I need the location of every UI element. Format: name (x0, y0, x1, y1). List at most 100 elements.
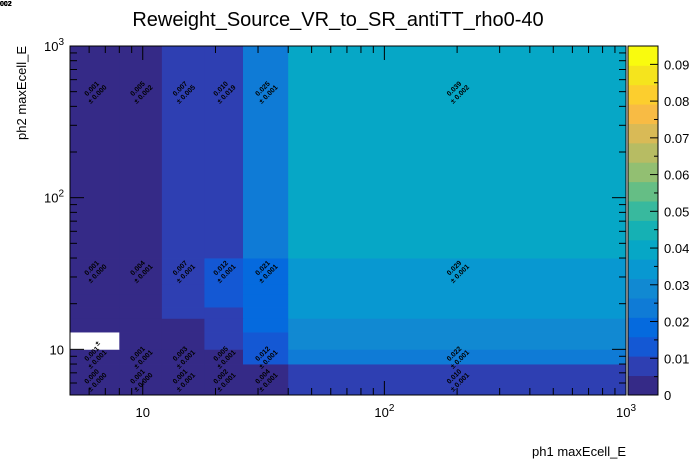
colorbar-segment (628, 375, 658, 396)
cell-error-label: ± (94, 340, 102, 348)
heatmap-cell (288, 349, 627, 365)
cell-error-label: ± 0.002 (0, 1, 12, 8)
heatmap-cell-labels: 0.000± 0.000 0.001± 0.000 0.001± 0.001 0.00… (0, 1, 471, 393)
heatmap-cell (204, 349, 244, 365)
heatmap-cell (161, 46, 205, 259)
heatmap-cell (70, 294, 120, 308)
colorbar-segment (628, 201, 658, 221)
heatmap-cell (119, 349, 163, 365)
cell-label: 0.053± 0.002 (0, 1, 12, 8)
heatmap-cell (204, 46, 244, 259)
x-axis: 10 102 103 (69, 46, 636, 420)
cell-error-label: ± 0.002 (0, 1, 12, 8)
cell-error-label: ± 0.002 (0, 1, 12, 8)
colorbar-segment (628, 46, 658, 66)
heatmap-cell (288, 294, 627, 308)
heatmap-cell (288, 283, 627, 295)
heatmap-cell (161, 283, 205, 295)
heatmap-cell (243, 307, 289, 319)
heatmap-cells (70, 46, 627, 396)
heatmap-cell (243, 46, 289, 259)
cell-error-label: ± 0.002 (0, 1, 12, 8)
x-tick-label: 103 (616, 403, 636, 420)
colorbar-segment (628, 104, 658, 124)
heatmap-cell (243, 364, 289, 396)
heatmap-cell (119, 318, 163, 333)
colorbar-segment (628, 336, 658, 357)
colorbar-tick-label: 0.01 (664, 351, 689, 366)
heatmap-cell (161, 349, 205, 365)
colorbar-segment (628, 181, 658, 202)
heatmap-cell (288, 332, 627, 350)
heatmap-cell (288, 258, 627, 285)
heatmap-cell (204, 364, 244, 396)
heatmap-cell (243, 283, 289, 295)
cell-label: 0.081± 0.002 (0, 1, 12, 8)
colorbar-segment (628, 123, 658, 144)
heatmap-cell (119, 258, 163, 285)
heatmap-cell (70, 283, 120, 295)
y-tick-label: 10 (50, 342, 64, 357)
heatmap-cell (70, 349, 120, 365)
colorbar-frame (627, 45, 659, 396)
heatmap-cell (119, 364, 163, 396)
heatmap-cell (119, 46, 163, 259)
cell-error-label: ± 0.002 (0, 1, 12, 8)
heatmap-cell (70, 332, 120, 350)
heatmap-cell (161, 294, 205, 308)
heatmap-cell (70, 307, 120, 319)
cell-label: 0.091± 0.002 (0, 1, 12, 8)
heatmap-cell (70, 364, 120, 396)
colorbar-segment (628, 142, 658, 163)
chart-title: Reweight_Source_VR_to_SR_antiTT_rho0-40 (132, 9, 543, 31)
cell-label: 0.058± 0.002 (0, 1, 12, 8)
colorbar-segment (628, 65, 658, 86)
heatmap-cell (119, 332, 163, 350)
heatmap-cell (70, 258, 120, 285)
heatmap-cell (243, 349, 289, 365)
colorbar-tick-label: 0.05 (664, 204, 689, 219)
x-axis-title: ph1 maxEcell_E (532, 444, 626, 459)
heatmap-cell (204, 258, 244, 285)
heatmap-cell (119, 307, 163, 319)
colorbar-segment (628, 317, 658, 338)
heatmap-cell (204, 318, 244, 333)
plot-frame (69, 45, 627, 396)
heatmap-cell (204, 294, 244, 308)
colorbar-segment (628, 239, 658, 260)
colorbar-segment (628, 84, 658, 105)
cell-label: 0.079± 0.002 (0, 1, 12, 8)
colorbar-tick-label: 0.08 (664, 94, 689, 109)
heatmap-cell (119, 294, 163, 308)
colorbar-tick-label: 0.03 (664, 278, 689, 293)
cell-label: ± (94, 340, 102, 348)
colorbar-segment (628, 278, 658, 299)
heatmap-cell (119, 283, 163, 295)
heatmap-cell (288, 46, 627, 259)
colorbar-tick-label: 0.04 (664, 241, 689, 256)
y-axis-title: ph2 maxEcell_E (14, 46, 29, 140)
x-tick-label: 10 (136, 405, 150, 420)
heatmap-cell (161, 307, 205, 319)
colorbar-segment (628, 220, 658, 241)
colorbar-tick-label: 0.07 (664, 131, 689, 146)
heatmap-cell (204, 283, 244, 295)
colorbar-tick-label: 0.02 (664, 315, 689, 330)
heatmap-cell (243, 294, 289, 308)
heatmap-cell (288, 318, 627, 333)
heatmap-cell (161, 332, 205, 350)
colorbar-tick-label: 0.06 (664, 168, 689, 183)
heatmap-cell (161, 364, 205, 396)
heatmap-cell (161, 318, 205, 333)
cell-label: 0.081± 0.002 (0, 1, 12, 8)
heatmap-cell (70, 46, 120, 259)
colorbar-segment (628, 259, 658, 280)
heatmap-cell (204, 307, 244, 319)
cell-label: 0.042± 0.002 (0, 1, 12, 8)
heatmap-cell (161, 258, 205, 285)
colorbar-tick-label: 0 (664, 388, 671, 403)
heatmap-cell (288, 307, 627, 319)
heatmap-cell (204, 332, 244, 350)
cell-error-label: ± 0.002 (0, 1, 12, 8)
